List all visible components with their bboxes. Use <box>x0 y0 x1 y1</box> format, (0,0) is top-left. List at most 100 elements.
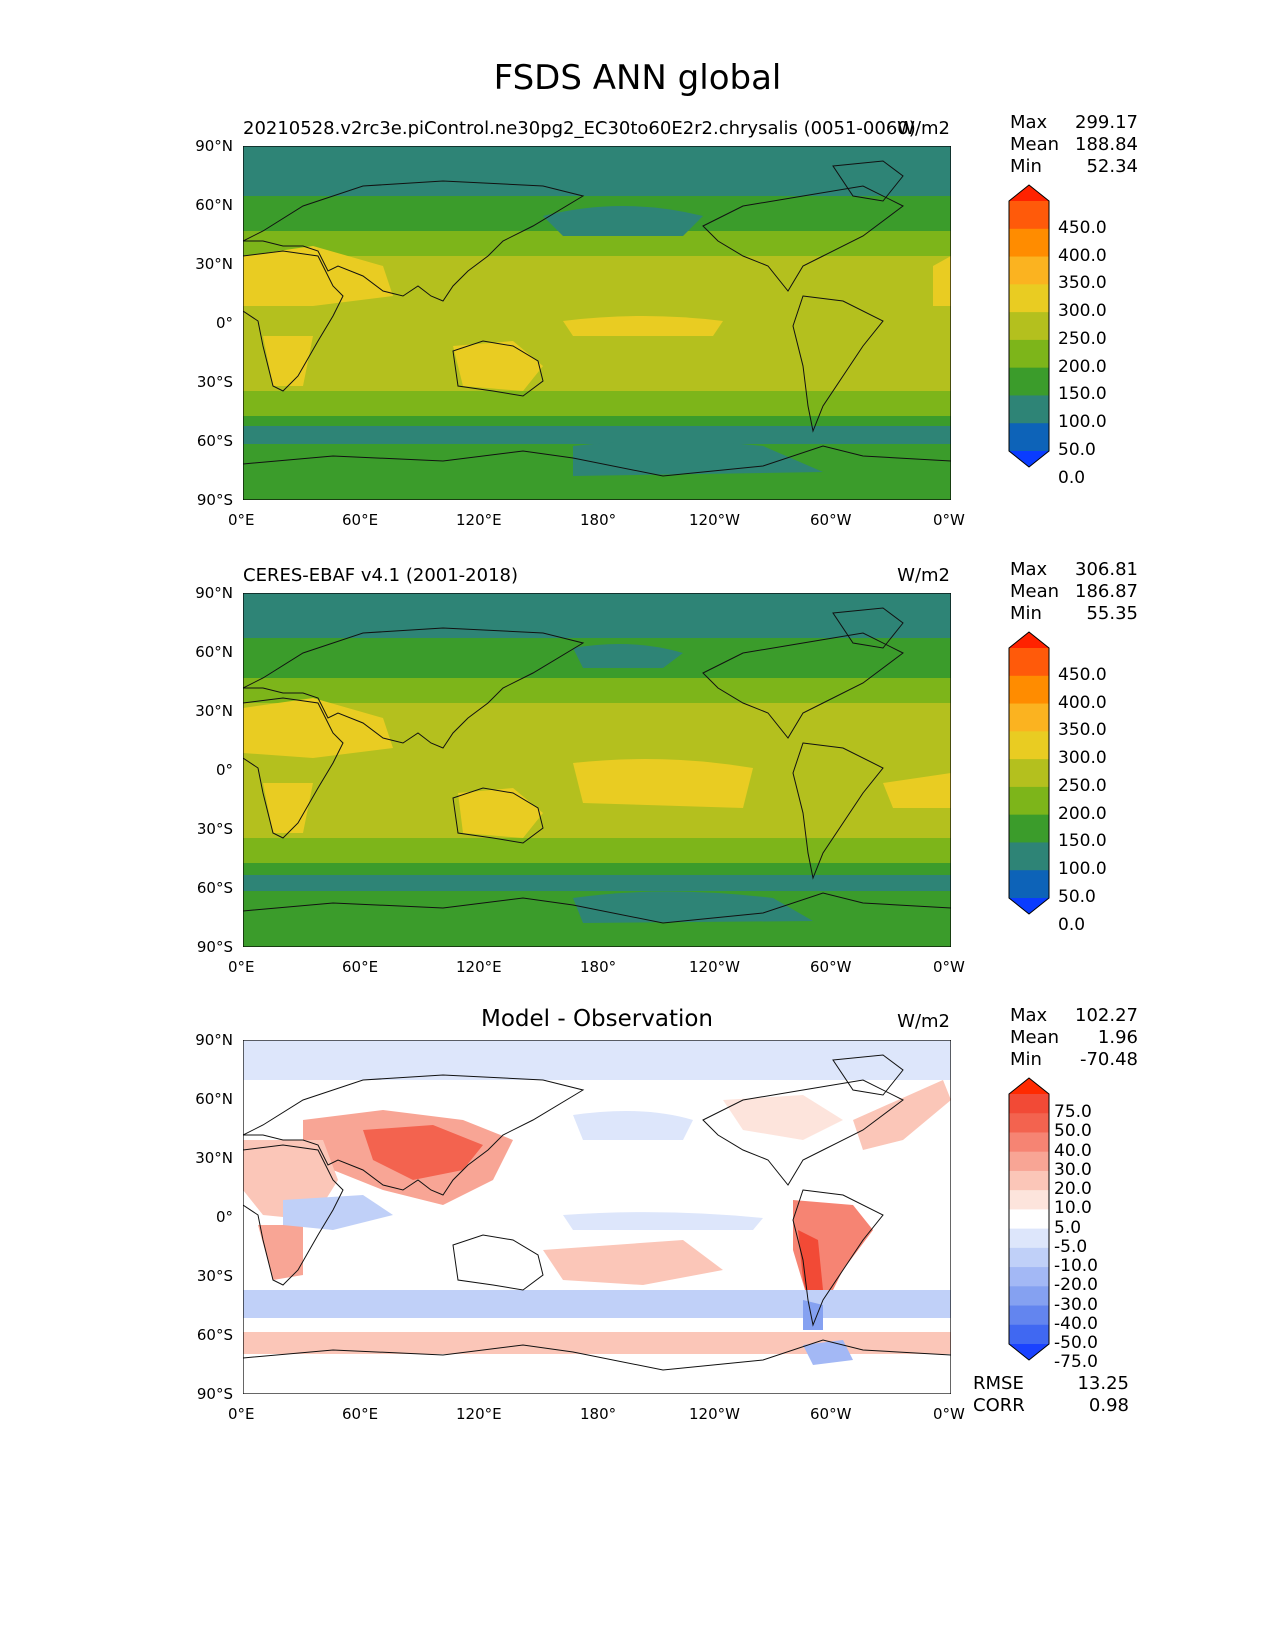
panel-3-colorbar <box>1008 1077 1050 1361</box>
australia-highflux <box>453 341 543 391</box>
e-pacific-negative <box>563 1212 763 1230</box>
colorbar-tick-label: 40.0 <box>1054 1140 1092 1161</box>
p3-lat-label: 60°S <box>196 1326 233 1344</box>
colorbar-tick-label: 350.0 <box>1058 273 1107 294</box>
colorbar-tick-label: 150.0 <box>1058 384 1107 405</box>
colorbar-swatch <box>1009 703 1049 732</box>
colorbar-tick-label: 50.0 <box>1054 1121 1092 1142</box>
colorbar-swatch <box>1009 1286 1049 1307</box>
colorbar-tick-label: 250.0 <box>1058 775 1107 796</box>
panel-2-left-title: CERES-EBAF v4.1 (2001-2018) <box>243 565 519 586</box>
coastline-greenland <box>832 160 904 202</box>
colorbar-extend-min <box>1009 898 1049 914</box>
p1-lon-label: 60°E <box>342 511 379 529</box>
colorbar-swatch <box>1009 1151 1049 1172</box>
colorbar-tick-label: 0.0 <box>1058 914 1086 935</box>
p2-lat-label: 60°N <box>195 643 233 661</box>
p2-lat-label: 30°S <box>196 820 233 838</box>
sahara-highflux <box>243 698 393 758</box>
band-southern-ocean <box>243 426 951 444</box>
n-america-positive <box>723 1095 843 1140</box>
p1-lat-label: 30°S <box>196 373 233 391</box>
colorbar-swatch <box>1009 814 1049 843</box>
colorbar-tick-label: 450.0 <box>1058 664 1107 685</box>
p3-lat-label: 90°S <box>196 1385 233 1403</box>
stat-mean: 186.87 <box>1075 581 1138 602</box>
p3-lon-label: 0°W <box>933 1405 965 1423</box>
coastline-africa <box>243 250 344 392</box>
colorbar-tick-label: 50.0 <box>1058 440 1096 460</box>
p2-lat-label: 0° <box>215 761 233 779</box>
panel-1-left-title: 20210528.v2rc3e.piControl.ne30pg2_EC30to… <box>243 118 916 139</box>
p1-lat-label: 90°S <box>196 491 233 509</box>
colorbar-tick-label: 300.0 <box>1058 301 1107 322</box>
p2-lon-label: 120°E <box>456 958 502 976</box>
panel-1-map <box>243 146 951 500</box>
coastline-north-america <box>702 1079 904 1186</box>
stat-label: Mean <box>1010 581 1060 602</box>
panel-3-map <box>243 1040 951 1394</box>
colorbar-swatch <box>1009 1324 1049 1345</box>
colorbar-swatch <box>1009 201 1049 230</box>
namibia-highflux <box>263 336 313 386</box>
stat-label: Min <box>1010 603 1042 624</box>
p1-lon-label: 120°E <box>456 511 502 529</box>
colorbar-swatch <box>1009 284 1049 313</box>
p3-lon-label: 60°E <box>342 1405 379 1423</box>
p2-lon-label: 60°E <box>342 958 379 976</box>
p2-lat-label: 90°S <box>196 938 233 956</box>
p3-lon-label: 120°W <box>689 1405 740 1423</box>
colorbar-swatch <box>1009 842 1049 871</box>
colorbar-tick-label: -30.0 <box>1054 1294 1098 1315</box>
colorbar-tick-label: -40.0 <box>1054 1313 1098 1334</box>
figure-title: FSDS ANN global <box>493 58 782 98</box>
band-midlat-s <box>243 838 951 863</box>
band-midlat-n <box>243 678 951 703</box>
colorbar-swatch <box>1009 1170 1049 1191</box>
p3-lat-label: 60°N <box>195 1090 233 1108</box>
panel-2-stats: Max 306.81 Mean 186.87 Min 55.35 <box>1010 559 1138 625</box>
colorbar-swatch <box>1009 395 1049 424</box>
coastline-north-america <box>702 185 904 292</box>
southern-ocean-pool <box>573 441 823 476</box>
colorbar-swatch <box>1009 1094 1049 1114</box>
stat-label: Max <box>1010 1005 1048 1026</box>
n-pacific-negative <box>573 1111 693 1140</box>
p2-lon-label: 60°W <box>810 958 852 976</box>
colorbar-swatch <box>1009 675 1049 705</box>
colorbar-swatch <box>1009 423 1049 452</box>
colorbar-outline <box>1008 1077 1050 1361</box>
colorbar-tick-label: 100.0 <box>1058 412 1107 433</box>
p1-lon-label: 0°E <box>228 511 255 529</box>
colorbar-tick-label: 5.0 <box>1054 1217 1082 1238</box>
p2-lat-label: 30°N <box>195 702 233 720</box>
colorbar-tick-label: 50.0 <box>1058 887 1096 907</box>
p1-lat-label: 90°N <box>195 137 233 155</box>
band-southern-ocean <box>243 875 951 891</box>
australia-highflux <box>458 788 543 838</box>
atlantic-highflux <box>933 256 951 306</box>
colorbar-tick-label: 400.0 <box>1058 692 1107 713</box>
coastline-eurasia <box>243 627 585 749</box>
colorbar-tick-label: -50.0 <box>1054 1333 1098 1353</box>
p1-lat-label: 30°N <box>195 255 233 273</box>
colorbar-tick-label: 75.0 <box>1054 1102 1092 1123</box>
stat-min: -70.48 <box>1079 1049 1138 1070</box>
stat-label: Mean <box>1010 1027 1060 1048</box>
colorbar-swatch <box>1009 648 1049 677</box>
panel-2-colorbar-labels: 450.0 400.0 350.0 300.0 250.0 200.0 150.0 100.0… <box>1058 632 1138 935</box>
coastline-south-america <box>792 1189 884 1327</box>
p3-lat-label: 0° <box>215 1208 233 1226</box>
band-midlat-s <box>243 391 951 416</box>
s-subpolar-positive <box>243 1332 951 1354</box>
stat-max: 102.27 <box>1075 1005 1138 1026</box>
colorbar-swatch <box>1009 786 1049 816</box>
colorbar-tick-label: -75.0 <box>1054 1352 1098 1373</box>
colorbar-tick-label: 250.0 <box>1058 328 1107 349</box>
coastline-africa <box>243 697 344 839</box>
stat-label: Max <box>1010 112 1048 133</box>
p1-lon-label: 120°W <box>689 511 740 529</box>
colorbar-extend-max <box>1009 632 1049 648</box>
colorbar-swatch <box>1009 312 1049 341</box>
stat-mean: 1.96 <box>1097 1027 1138 1048</box>
